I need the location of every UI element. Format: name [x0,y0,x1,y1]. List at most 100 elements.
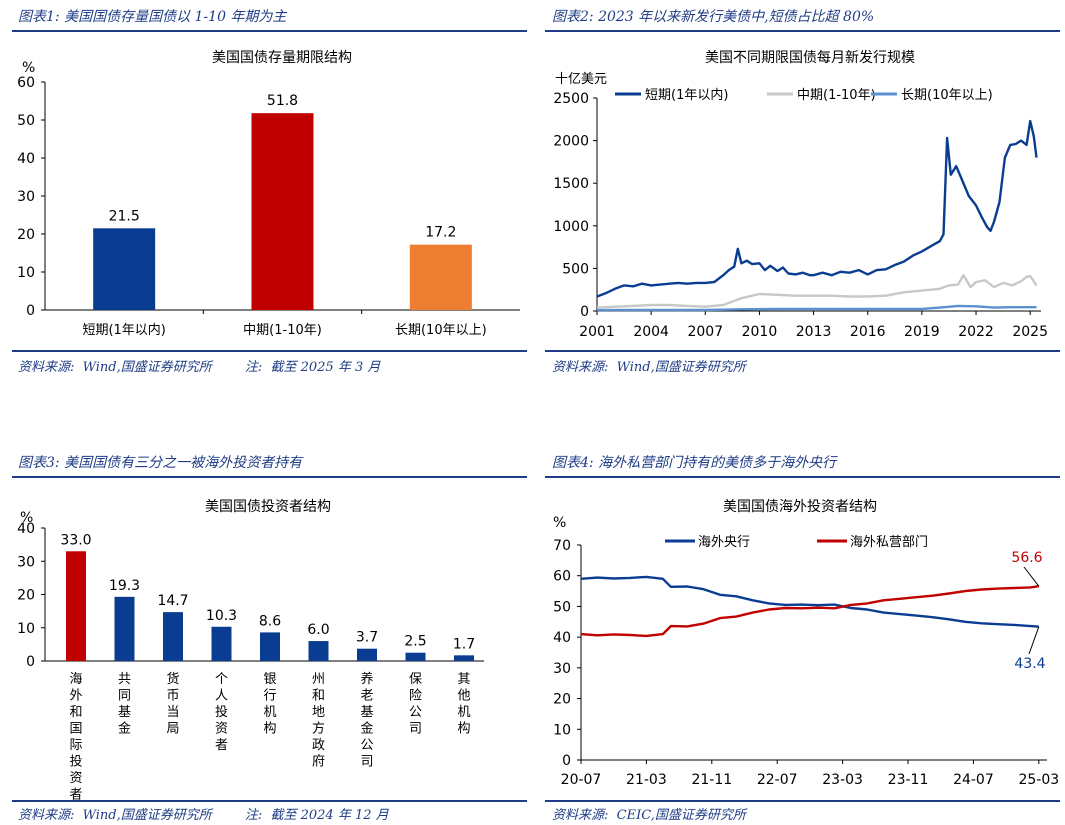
chart-2-xtick-label: 2010 [742,324,778,340]
chart-2-xtick-label: 2013 [796,324,832,340]
chart-4-xtick-label: 21-03 [626,772,667,788]
chart-1-category-label: 短期(1年以内) [82,322,165,338]
panel-2-source: 资料来源: Wind,国盛证券研究所 [552,360,746,375]
chart-2-ytick-label: 2500 [553,91,589,107]
chart-1-bar [409,244,472,310]
chart-1-ytick-label: 50 [17,113,35,129]
chart-3-data-label: 3.7 [356,630,378,646]
panel-3-rule-bottom [12,800,527,802]
chart-3-category-label: 银行机构 [263,672,276,737]
panel-4-rule-bottom [545,800,1060,802]
chart-4-annotation-leader [1028,626,1040,655]
chart-1-ytick-label: 20 [17,227,35,243]
chart-1-bar [251,113,314,310]
chart-3: 美国国债投资者结构% 0 10 20 30 40 33.0 海外和国际投资者 19.3 共同基金 1… [17,499,484,800]
chart-2-xtick-label: 2004 [633,324,669,340]
chart-3-bar [66,551,86,661]
chart-4-title: 美国国债海外投资者结构 [723,499,877,515]
chart-3-bar [454,655,474,661]
chart-3-bar [357,648,377,661]
chart-2-ytick-label: 0 [580,304,589,320]
chart-3-ylabel: % [20,510,33,526]
chart-1-ylabel: % [22,60,35,76]
chart-4-ytick-label: 10 [553,722,571,738]
panel-1-source: 资料来源: Wind,国盛证券研究所 注: 截至 2025 年 3 月 [18,360,381,375]
chart-4-legend-label: 海外央行 [698,535,750,550]
chart-4-ytick-label: 30 [553,661,571,677]
chart-1-category-label: 中期(1-10年) [243,323,322,338]
chart-2-series-line [596,119,1038,298]
chart-3-data-label: 19.3 [109,578,140,594]
panel-1-rule-bottom [12,350,527,352]
panel-4-heading: 图表4: 海外私营部门持有的美债多于海外央行 [552,455,837,471]
chart-2-xtick-label: 2016 [850,324,886,340]
panel-4-source: 资料来源: CEIC,国盛证券研究所 [552,808,746,823]
chart-4-annotation-red: 56.6 [1011,550,1042,566]
chart-3-category-label: 养老基金公司 [360,671,373,770]
chart-3-title: 美国国债投资者结构 [205,499,331,515]
chart-3-ytick-label: 20 [17,588,35,604]
chart-1-ytick-label: 0 [26,303,35,319]
chart-2-legend-label: 长期(10年以上) [901,88,993,103]
panel-2-rule [545,30,1060,32]
panel-2-rule-bottom [545,350,1060,352]
chart-4-series-line [580,585,1039,638]
chart-1-ytick-label: 60 [17,75,35,91]
chart-1-data-label: 17.2 [425,225,456,241]
chart-4-xtick-label: 25-03 [1018,772,1059,788]
chart-3-data-label: 6.0 [307,622,329,638]
chart-3-data-label: 14.7 [157,593,188,609]
chart-2-ytick-label: 1000 [553,219,589,235]
chart-4-ytick-label: 70 [553,538,571,554]
chart-4-ylabel: % [553,515,566,531]
chart-2-xtick-label: 2022 [958,324,994,340]
chart-4-xtick-label: 20-07 [561,772,602,788]
panel-4-rule [545,476,1060,478]
chart-3-bar [308,641,329,661]
chart-4-xtick-label: 21-11 [691,772,732,788]
chart-4-ytick-label: 60 [553,569,571,585]
panel-1-heading: 图表1: 美国国债存量国债以 1-10 年期为主 [18,9,287,25]
chart-1-data-label: 51.8 [267,93,298,109]
chart-4-ytick-label: 20 [553,692,571,708]
chart-1-category-label: 长期(10年以上) [395,323,487,338]
chart-3-category-label: 海外和国际投资者 [69,672,82,800]
chart-1-bar [93,228,156,310]
chart-1: 美国国债存量期限结构% 0 10 20 30 40 50 60 21.5 短期(1年以内) 51.8… [17,50,520,338]
chart-3-bar [405,652,426,661]
panel-2-heading: 图表2: 2023 年以来新发行美债中,短债占比超 80% [552,9,875,25]
chart-3-data-label: 8.6 [259,613,281,629]
chart-4-legend-label: 海外私营部门 [850,535,928,550]
chart-1-data-label: 21.5 [109,208,140,224]
chart-3-category-label: 共同基金 [118,672,131,737]
chart-3-bar [260,632,280,661]
chart-4-xtick-label: 23-03 [822,772,863,788]
chart-3-ytick-label: 0 [26,654,35,670]
chart-1-ytick-label: 40 [17,151,35,167]
chart-3-ytick-label: 30 [17,554,35,570]
chart-4-annotation-blue: 43.4 [1014,656,1045,672]
chart-3-bar [163,612,183,661]
chart-4: 美国国债海外投资者结构% 0 10 20 30 40 50 60 70 20-07 21-03 21-… [553,499,1059,788]
chart-4-ytick-label: 0 [562,753,571,769]
chart-2-title: 美国不同期限国债每月新发行规模 [705,50,915,66]
chart-3-bar [114,596,135,661]
chart-3-data-label: 1.7 [453,636,475,652]
chart-2-xtick-label: 2025 [1012,324,1048,340]
chart-2-xtick-label: 2019 [904,324,940,340]
chart-3-data-label: 10.3 [206,608,237,624]
panel-3-heading: 图表3: 美国国债有三分之一被海外投资者持有 [18,455,303,471]
chart-4-xtick-label: 24-07 [953,772,994,788]
chart-4-ytick-label: 50 [553,599,571,615]
chart-1-ytick-label: 10 [17,265,35,281]
chart-3-bar [211,626,232,661]
chart-2-ytick-label: 500 [562,261,589,277]
chart-3-category-label: 州和地方政府 [312,672,325,770]
chart-4-xtick-label: 22-07 [757,772,798,788]
chart-3-data-label: 2.5 [404,634,426,650]
panel-3-source: 资料来源: Wind,国盛证券研究所 注: 截至 2024 年 12 月 [18,808,389,823]
chart-3-data-label: 33.0 [60,532,91,548]
chart-3-category-label: 其他机构 [457,672,470,737]
chart-4-ytick-label: 40 [553,630,571,646]
